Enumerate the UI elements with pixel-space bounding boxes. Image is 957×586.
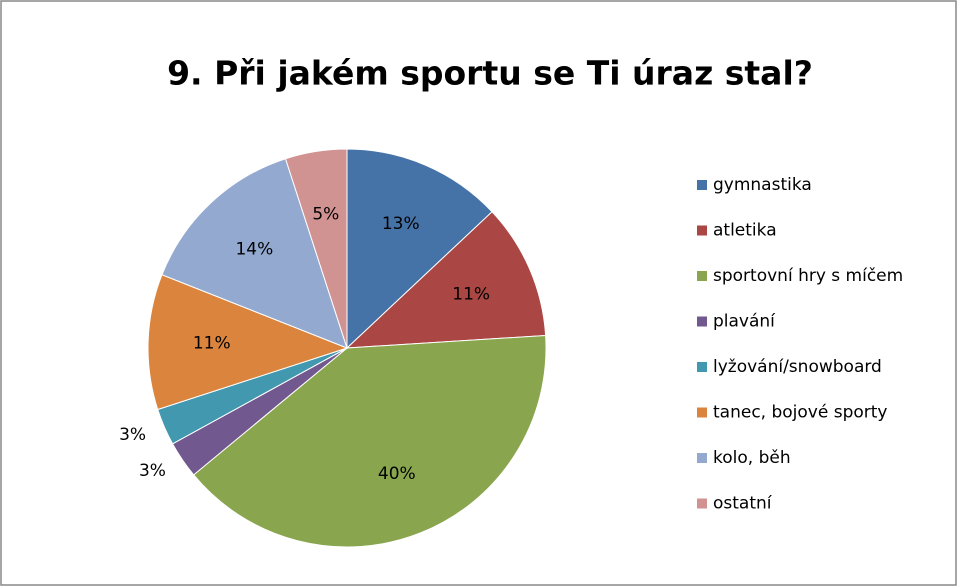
legend-swatch: [697, 362, 707, 372]
legend-swatch: [697, 271, 707, 281]
legend-label: tanec, bojové sporty: [713, 403, 887, 423]
legend-label: kolo, běh: [713, 448, 791, 468]
legend-swatch: [697, 316, 707, 327]
legend-swatch: [697, 407, 707, 418]
pie-slice: [345, 211, 547, 349]
legend-swatch: [697, 180, 707, 190]
pie-slice: [147, 274, 349, 411]
data-label: 3%: [119, 425, 146, 445]
legend-label: plavání: [713, 312, 776, 332]
data-label: 40%: [378, 464, 416, 484]
legend-label: gymnastika: [713, 175, 812, 195]
legend-swatch: [697, 498, 707, 509]
legend-swatch: [697, 453, 707, 463]
pie-slice: [192, 334, 547, 548]
chart-title: 9. Při jakém sportu se Ti úraz stal?: [167, 54, 813, 93]
data-label: 5%: [312, 204, 339, 224]
data-label: 3%: [139, 461, 166, 481]
pie-slice: [346, 148, 493, 350]
pie-slice: [284, 148, 348, 349]
legend-label: lyžování/snowboard: [713, 357, 882, 377]
data-label: 11%: [452, 284, 490, 304]
data-label: 14%: [235, 239, 273, 259]
legend-label: sportovní hry s míčem: [713, 266, 903, 286]
legend-swatch: [697, 225, 707, 236]
legend-label: atletika: [713, 221, 777, 241]
data-label: 13%: [382, 214, 420, 234]
legend-label: ostatní: [713, 494, 773, 514]
data-label: 11%: [193, 334, 231, 354]
